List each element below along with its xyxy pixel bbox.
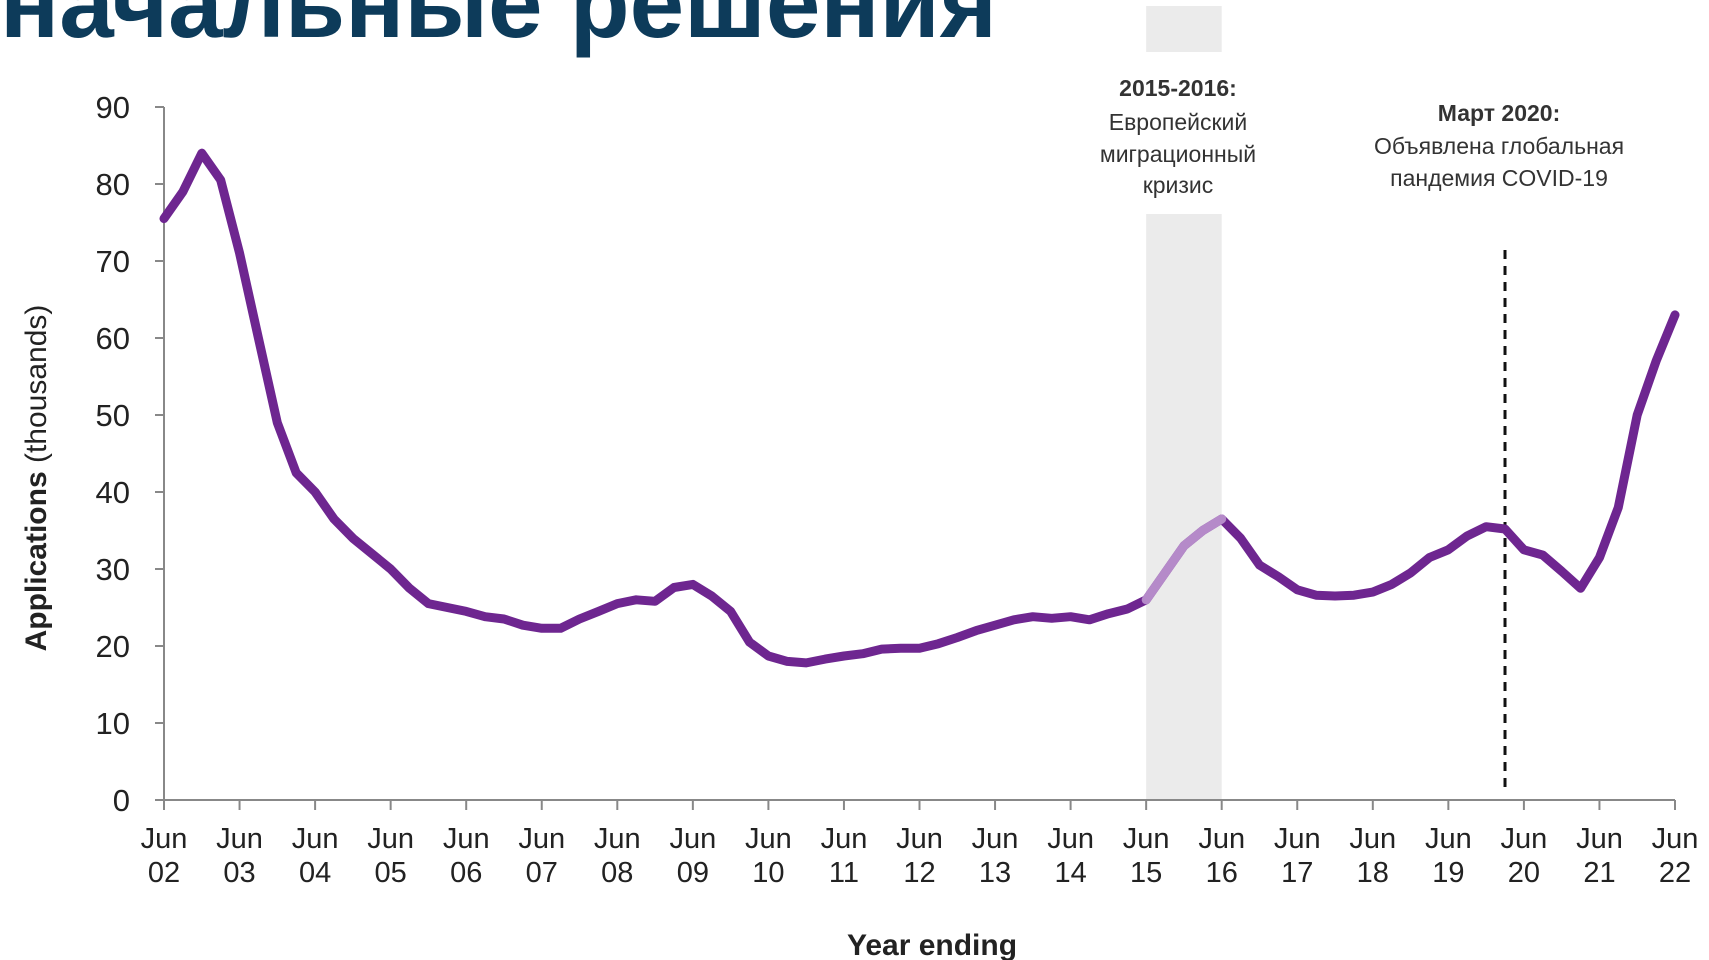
x-tick-label: Jun 06 <box>443 823 490 889</box>
x-tick-label-month: Jun <box>1425 823 1472 855</box>
y-tick-label: 80 <box>96 167 130 202</box>
x-tick-label-year: 04 <box>299 857 331 889</box>
y-tick-label: 60 <box>96 321 130 356</box>
series-line-highlight <box>1141 514 1227 605</box>
y-tick-label: 30 <box>96 552 130 587</box>
y-tick-label: 0 <box>113 783 130 818</box>
y-tick-label: 20 <box>96 629 130 664</box>
x-tick-label-year: 05 <box>375 857 407 889</box>
x-tick-label: Jun 20 <box>1501 823 1548 889</box>
y-axis-title: Applications (thousands) <box>20 305 53 652</box>
x-tick-label: Jun 12 <box>896 823 943 889</box>
x-tick-label-year: 17 <box>1281 857 1313 889</box>
x-tick-label-year: 02 <box>148 857 180 889</box>
x-tick-label-month: Jun <box>518 823 565 855</box>
y-tick-label: 50 <box>96 398 130 433</box>
x-tick-label-month: Jun <box>1349 823 1396 855</box>
x-tick-label-year: 22 <box>1659 857 1691 889</box>
annotation-2015-title: 2015-2016: <box>1119 75 1237 101</box>
x-tick-label-year: 06 <box>450 857 482 889</box>
x-tick-label-month: Jun <box>367 823 414 855</box>
x-tick-label-year: 10 <box>752 857 784 889</box>
x-tick-label-month: Jun <box>745 823 792 855</box>
y-axis-title-unit: (thousands) <box>20 305 53 472</box>
annotation-2015-line-2: миграционный <box>1100 141 1256 167</box>
y-tick-label: 70 <box>96 244 130 279</box>
x-tick-label-year: 11 <box>829 857 859 889</box>
annotation-background <box>1075 52 1307 214</box>
x-tick-label-month: Jun <box>972 823 1019 855</box>
x-tick-label-month: Jun <box>1123 823 1170 855</box>
x-tick-label-year: 18 <box>1357 857 1389 889</box>
x-tick-label-year: 07 <box>526 857 558 889</box>
x-tick-label: Jun 11 <box>821 823 868 889</box>
x-tick-label-year: 14 <box>1054 857 1086 889</box>
x-tick-label: Jun 17 <box>1274 823 1321 889</box>
y-tick-label: 90 <box>96 90 130 125</box>
x-tick-label-month: Jun <box>1198 823 1245 855</box>
x-tick-label-year: 13 <box>979 857 1011 889</box>
x-tick-label-month: Jun <box>216 823 263 855</box>
x-tick-label-month: Jun <box>1047 823 1094 855</box>
x-tick-label: Jun 21 <box>1576 823 1623 889</box>
x-axis-title: Year ending <box>847 929 1017 960</box>
x-tick-label-year: 08 <box>601 857 633 889</box>
annotation-2020-line-1: Объявлена глобальная <box>1374 133 1624 159</box>
x-tick-label-year: 19 <box>1432 857 1464 889</box>
x-tick-label-year: 20 <box>1508 857 1540 889</box>
slide-title: начальные решения <box>0 0 997 58</box>
x-tick-label: Jun 08 <box>594 823 641 889</box>
x-tick-label: Jun 22 <box>1652 823 1699 889</box>
x-tick-label: Jun 07 <box>518 823 565 889</box>
annotation-2020-line-2: пандемия COVID-19 <box>1390 165 1608 191</box>
x-tick-label-month: Jun <box>1274 823 1321 855</box>
x-tick-label-month: Jun <box>594 823 641 855</box>
series-line-applications <box>159 148 1680 668</box>
y-tick-label: 10 <box>96 706 130 741</box>
x-tick-label-month: Jun <box>669 823 716 855</box>
annotation-2015-line-1: Европейский <box>1109 109 1248 135</box>
x-tick-label-month: Jun <box>821 823 868 855</box>
y-axis-title-bold: Applications <box>20 471 53 651</box>
annotation-2015-line-3: кризис <box>1143 172 1214 198</box>
x-tick-label-month: Jun <box>1501 823 1548 855</box>
x-tick-label: Jun 16 <box>1198 823 1245 889</box>
x-tick-label: Jun 13 <box>972 823 1019 889</box>
x-tick-label: Jun 04 <box>292 823 339 889</box>
y-tick-label: 40 <box>96 475 130 510</box>
x-tick-label-month: Jun <box>292 823 339 855</box>
x-tick-label: Jun 18 <box>1349 823 1396 889</box>
x-tick-label-year: 21 <box>1583 857 1615 889</box>
x-tick-label: Jun 10 <box>745 823 792 889</box>
x-tick-label-year: 09 <box>677 857 709 889</box>
x-tick-label-year: 16 <box>1206 857 1238 889</box>
x-tick-label: Jun 19 <box>1425 823 1472 889</box>
x-tick-label: Jun 02 <box>141 823 188 889</box>
x-tick-label-month: Jun <box>443 823 490 855</box>
x-tick-label: Jun 15 <box>1123 823 1170 889</box>
x-tick-label-month: Jun <box>1652 823 1699 855</box>
annotation-2020-title: Март 2020: <box>1438 100 1560 126</box>
x-tick-label-month: Jun <box>141 823 188 855</box>
x-tick-label-month: Jun <box>1576 823 1623 855</box>
x-tick-label: Jun 03 <box>216 823 263 889</box>
x-tick-label-year: 15 <box>1130 857 1162 889</box>
x-tick-label: Jun 05 <box>367 823 414 889</box>
x-tick-label: Jun 14 <box>1047 823 1094 889</box>
x-tick-label-year: 03 <box>223 857 255 889</box>
y-axis-ticks: 0 10 20 30 40 50 60 70 80 90 <box>96 90 164 818</box>
x-tick-label-year: 12 <box>903 857 935 889</box>
x-tick-label: Jun 09 <box>669 823 716 889</box>
x-tick-label-month: Jun <box>896 823 943 855</box>
